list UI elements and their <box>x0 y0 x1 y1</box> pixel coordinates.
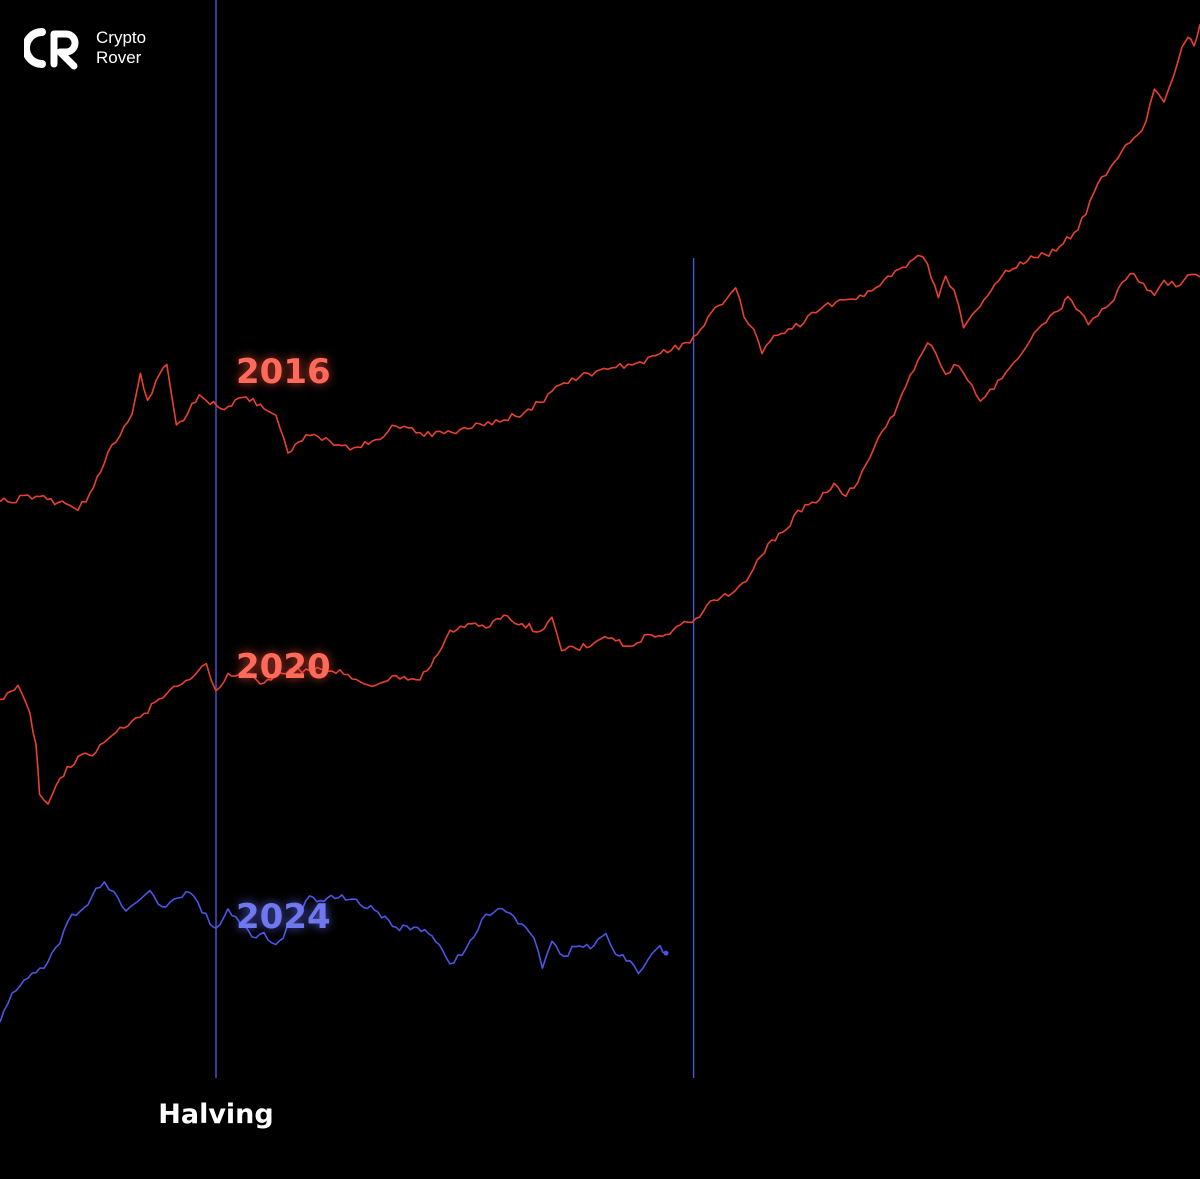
brand-name-line1: Crypto <box>96 28 147 47</box>
label-layer: 2016 2020 2024 <box>236 352 331 937</box>
year-label-2020: 2020 <box>236 647 331 687</box>
brand-name: Crypto Rover <box>96 28 146 68</box>
series-line-2024 <box>0 881 667 1023</box>
brand-name-line2: Rover <box>96 48 142 67</box>
series-layer <box>0 24 1200 1023</box>
series-endpoint-2024 <box>663 950 669 956</box>
brand-logo: Crypto Rover <box>24 26 174 70</box>
year-label-2016: 2016 <box>236 352 331 392</box>
series-line-2016 <box>0 24 1200 512</box>
halving-lines: Halving <box>158 0 695 1130</box>
halving-label: Halving <box>158 1099 273 1130</box>
year-label-2024: 2024 <box>236 897 331 937</box>
series-line-2020 <box>0 273 1200 805</box>
cr-logo-icon <box>24 28 79 70</box>
